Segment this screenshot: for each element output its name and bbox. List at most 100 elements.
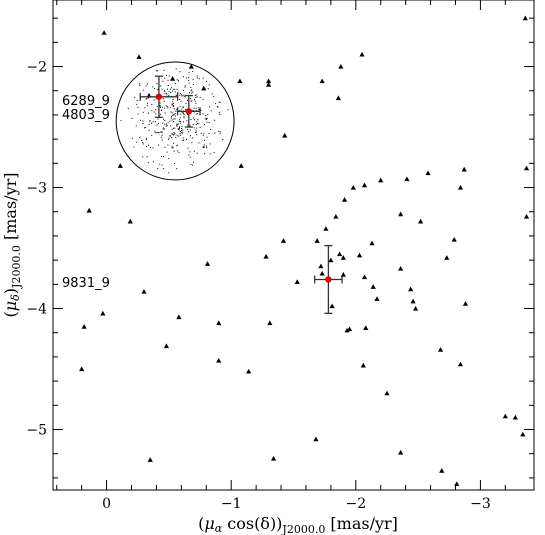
field-star-marker [462,301,469,306]
inset-dot [170,117,172,119]
field-star-marker [147,457,153,462]
inset-dot [189,156,191,158]
inset-dot [203,146,205,148]
field-star-marker [425,170,431,176]
field-star-marker [267,320,273,326]
field-star-marker [176,314,182,320]
inset-dot [177,91,179,93]
field-star-marker [520,431,526,437]
field-star-marker [319,78,325,84]
field-star-marker [335,95,341,101]
inset-dot [152,121,154,123]
field-star-marker [439,468,445,473]
x-axis-title: (μα cos(δ))J2000.0 [mas/yr] [198,514,398,535]
inset-dot [173,114,175,116]
inset-dot [166,92,168,94]
inset-dot [200,132,202,134]
inset-star-cloud [120,68,229,174]
inset-dot [197,113,199,115]
inset-dot [167,85,169,87]
inset-dot [175,108,177,110]
inset-dot [170,135,172,137]
field-star-marker [323,226,329,231]
inset-dot [215,103,217,105]
field-star-marker [216,357,222,363]
field-star-marker [163,343,169,349]
inset-dot [199,96,201,98]
inset-dot [141,140,143,142]
inset-dot [204,118,206,120]
inset-dot [151,134,153,136]
inset-dot [174,113,176,115]
inset-dot [169,88,171,90]
inset-dot [182,131,184,133]
field-star-marker [270,455,277,461]
inset-dot [202,135,204,137]
field-star-marker [418,218,424,224]
inset-dot [142,142,144,144]
inset-dot [161,164,163,166]
inset-dot [216,106,218,108]
member-star-marker [325,276,332,283]
inset-dot [181,133,183,135]
inset-circle [115,61,235,181]
inset-dot [189,135,191,137]
inset-dot [146,156,148,158]
field-star-marker [333,213,339,219]
inset-dot [188,154,190,156]
inset-dot [193,107,195,109]
field-star-marker [329,303,335,309]
inset-dot [209,153,211,155]
inset-dot [192,137,194,139]
inset-dot [176,95,178,97]
field-star-marker [79,366,85,372]
x-tick-label: −3 [470,496,491,512]
inset-dot [142,143,144,145]
inset-dot [166,106,168,108]
inset-dot [209,106,211,108]
inset-dot [177,150,179,152]
inset-dot [176,125,178,127]
field-star-marker [454,481,460,487]
inset-dot [149,120,151,122]
inset-dot [218,112,220,114]
inset-dot [156,106,158,108]
inset-dot [133,146,135,148]
inset-dot [183,113,185,115]
inset-dot [192,164,194,166]
inset-dot [170,87,172,89]
inset-dot [148,93,150,95]
inset-dot [166,75,168,77]
field-star-marker [502,413,508,419]
inset-dot [161,131,163,133]
field-star-marker [136,54,142,59]
y-tick-label: −3 [26,181,47,197]
inset-dot [188,77,190,79]
inset-dot [176,168,178,170]
inset-dot [159,105,161,107]
inset-dot [189,129,191,131]
inset-dot [182,106,184,108]
inset-dot [195,123,197,125]
inset-dot [193,99,195,101]
inset-dot [155,109,157,111]
inset-dot [195,113,197,115]
inset-dot [166,123,168,125]
inset-dot [193,127,195,129]
inset-dot [166,151,168,153]
inset-dot [146,83,148,85]
inset-dot [178,151,180,153]
member-label-4803_9: 4803_9 [62,108,110,123]
inset-dot [177,80,179,82]
inset-dot [196,96,198,98]
inset-dot [176,123,178,125]
inset-dot [187,147,189,149]
inset-dot [171,133,173,135]
inset-dot [207,114,209,116]
inset-dot [163,168,165,170]
inset-dot [183,113,185,115]
inset-dot [181,108,183,110]
inset-dot [157,132,159,134]
inset-dot [173,150,175,152]
